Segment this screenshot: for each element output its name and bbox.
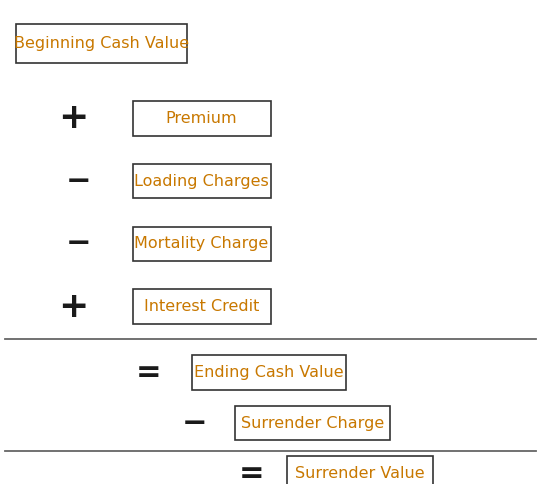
Text: Premium: Premium [166, 111, 237, 125]
Text: Mortality Charge: Mortality Charge [134, 237, 269, 251]
FancyBboxPatch shape [133, 164, 270, 198]
Text: Loading Charges: Loading Charges [134, 174, 269, 188]
FancyBboxPatch shape [133, 101, 270, 136]
Text: Interest Credit: Interest Credit [144, 300, 259, 314]
FancyBboxPatch shape [133, 289, 270, 324]
Text: =: = [239, 459, 265, 484]
Text: Surrender Value: Surrender Value [295, 467, 425, 481]
FancyBboxPatch shape [16, 24, 187, 63]
FancyBboxPatch shape [133, 227, 270, 261]
Text: Surrender Charge: Surrender Charge [241, 416, 384, 430]
FancyBboxPatch shape [235, 406, 390, 440]
Text: −: − [65, 229, 91, 258]
Text: =: = [136, 358, 162, 387]
Text: −: − [65, 166, 91, 196]
Text: Beginning Cash Value: Beginning Cash Value [14, 36, 189, 51]
Text: −: − [182, 408, 208, 438]
FancyBboxPatch shape [287, 456, 433, 484]
Text: Ending Cash Value: Ending Cash Value [194, 365, 344, 379]
Text: +: + [58, 290, 88, 324]
Text: +: + [58, 101, 88, 135]
FancyBboxPatch shape [192, 355, 346, 390]
